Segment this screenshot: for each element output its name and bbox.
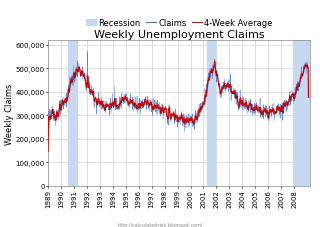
Bar: [68, 41, 77, 186]
Bar: [293, 41, 310, 186]
Bar: [207, 41, 215, 186]
Title: Weekly Unemployment Claims: Weekly Unemployment Claims: [94, 30, 265, 40]
Text: http://calculatedrisk.blogspot.com/: http://calculatedrisk.blogspot.com/: [117, 222, 203, 227]
Y-axis label: Weekly Claims: Weekly Claims: [5, 83, 14, 144]
Legend: Recession, Claims, 4-Week Average: Recession, Claims, 4-Week Average: [86, 19, 272, 28]
